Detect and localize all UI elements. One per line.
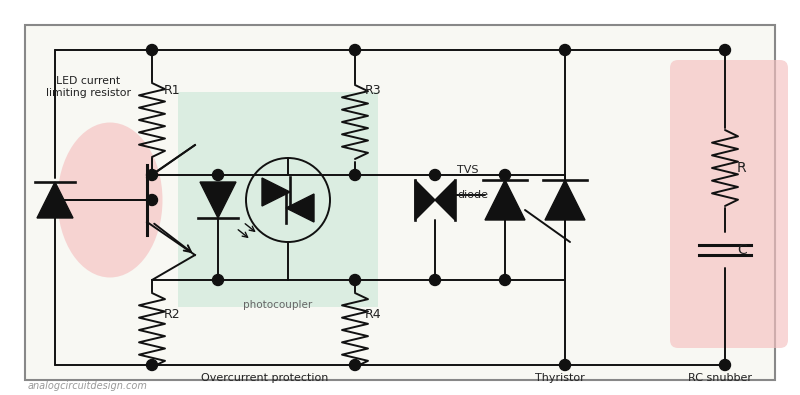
Text: diode: diode (457, 190, 488, 200)
Circle shape (430, 275, 441, 286)
Text: Overcurrent protection: Overcurrent protection (202, 373, 329, 383)
Circle shape (146, 45, 158, 56)
Circle shape (213, 169, 223, 181)
Polygon shape (200, 182, 236, 218)
Polygon shape (415, 180, 435, 220)
Circle shape (146, 194, 158, 205)
Circle shape (350, 275, 361, 286)
Circle shape (430, 169, 441, 181)
Circle shape (350, 169, 361, 181)
Circle shape (350, 359, 361, 371)
Circle shape (499, 275, 510, 286)
Polygon shape (435, 180, 455, 220)
Circle shape (559, 45, 570, 56)
Circle shape (559, 359, 570, 371)
Circle shape (213, 275, 223, 286)
Text: C: C (737, 243, 746, 257)
Circle shape (146, 169, 158, 181)
Text: R: R (737, 161, 746, 175)
Text: analogcircuitdesign.com: analogcircuitdesign.com (28, 381, 148, 391)
Ellipse shape (58, 122, 162, 278)
Circle shape (146, 359, 158, 371)
Text: TVS: TVS (457, 165, 478, 175)
Text: LED current
limiting resistor: LED current limiting resistor (46, 76, 130, 98)
Text: R3: R3 (365, 83, 382, 96)
Circle shape (499, 169, 510, 181)
Polygon shape (286, 194, 314, 222)
Text: R4: R4 (365, 308, 382, 322)
Circle shape (719, 45, 730, 56)
FancyBboxPatch shape (670, 60, 788, 348)
Text: RC snubber: RC snubber (688, 373, 752, 383)
Circle shape (50, 194, 61, 205)
Text: R1: R1 (164, 83, 181, 96)
Polygon shape (545, 180, 585, 220)
FancyBboxPatch shape (178, 92, 378, 307)
Text: photocoupler: photocoupler (243, 300, 313, 310)
Text: Thyristor: Thyristor (535, 373, 585, 383)
Circle shape (350, 45, 361, 56)
Polygon shape (485, 180, 525, 220)
Polygon shape (262, 178, 290, 206)
Circle shape (719, 359, 730, 371)
Polygon shape (37, 182, 73, 218)
FancyBboxPatch shape (25, 25, 775, 380)
Text: R2: R2 (164, 308, 181, 322)
